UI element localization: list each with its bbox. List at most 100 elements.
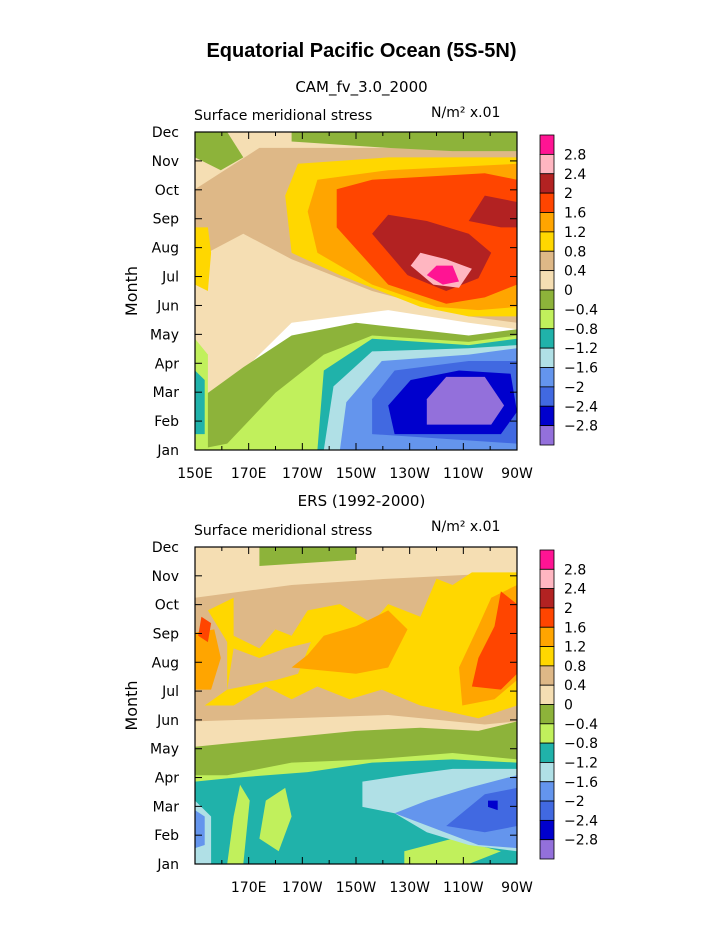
contour-region-21 (259, 547, 356, 566)
colorbar-label: 0.4 (564, 678, 586, 694)
colorbar-swatch (539, 549, 555, 570)
contour-region-8 (426, 265, 459, 285)
y-tick-label: Feb (154, 414, 179, 430)
y-tick-label: Jul (161, 684, 179, 700)
x-tick-label: 150W (336, 466, 377, 482)
colorbar-swatch (539, 192, 555, 213)
colorbar-label: −2.4 (564, 813, 598, 829)
colorbar-swatch (539, 173, 555, 194)
colorbar-label: −2 (564, 794, 585, 810)
colorbar-swatch (539, 626, 555, 647)
contour-region-5 (291, 610, 408, 674)
colorbar-swatch (539, 665, 555, 686)
x-tick-label: 170W (282, 880, 323, 896)
colorbar-label: −2 (564, 380, 585, 396)
x-tick-label: 170E (231, 466, 267, 482)
contour-region-6 (468, 195, 517, 228)
colorbar-1: 2.8 2.4 2 1.6 1.2 0.8 0.4 0 −0.4 −0.8 −1.2 −1.6 −2 −2… (539, 134, 598, 446)
y-tick-label: May (150, 327, 179, 343)
y-tick-label: Jun (156, 713, 179, 729)
colorbar-label: 0 (564, 698, 573, 714)
colorbar-label: 2 (564, 186, 573, 202)
y-tick-label: Jun (156, 298, 179, 314)
y-tick-label: Mar (153, 385, 180, 401)
contour-region-18 (488, 800, 498, 811)
y-tick-label: Aug (152, 655, 179, 671)
colorbar-swatch (539, 588, 555, 609)
y-tick-label: Jan (156, 857, 179, 873)
panel-2-variable-label: Surface meridional stress (194, 523, 373, 539)
colorbar-swatch (539, 328, 555, 349)
colorbar-swatch (539, 568, 555, 590)
y-axis-label: Month (122, 266, 141, 316)
y-tick-label: Oct (155, 598, 180, 614)
contour-panel-2: Jan Feb Mar Apr May Jun Jul Aug Sep Oct Nov Dec 170E… (122, 540, 533, 896)
contour-fills (195, 547, 517, 864)
contour-fills (195, 132, 517, 450)
contour-region-3 (227, 642, 311, 690)
colorbar-swatch (539, 367, 555, 388)
colorbar-swatch (539, 839, 555, 860)
contour-region-19 (426, 376, 505, 425)
colorbar-swatch (539, 723, 555, 744)
panel-2-title: ERS (1992-2000) (297, 492, 426, 510)
colorbar-swatch (539, 607, 555, 628)
colorbar-label: −1.6 (564, 361, 598, 377)
panel-1-variable-label: Surface meridional stress (194, 108, 373, 124)
colorbar-swatch (539, 347, 555, 368)
colorbar-swatch (539, 781, 555, 802)
colorbar-label: −2.4 (564, 399, 598, 415)
contour-region-8 (198, 616, 212, 643)
contour-region-23 (195, 227, 212, 291)
x-tick-label: 90W (501, 880, 533, 896)
y-tick-label: May (150, 742, 179, 758)
colorbar-label: 0.4 (564, 264, 586, 280)
colorbar-label: 2.8 (564, 147, 586, 163)
colorbar-label: 2 (564, 601, 573, 617)
colorbar-swatch (539, 684, 555, 705)
contour-region-20 (195, 810, 205, 849)
colorbar-swatch (539, 308, 555, 330)
contour-region-11 (291, 132, 517, 152)
contour-region-7 (471, 591, 517, 690)
x-tick-label: 130W (389, 466, 430, 482)
colorbar-label: 2.4 (564, 167, 586, 183)
x-tick-label: 90W (501, 466, 533, 482)
colorbar-label: 0.8 (564, 244, 586, 260)
colorbar-swatch (539, 742, 555, 763)
x-tick-label: 130W (389, 880, 430, 896)
colorbar-label: 0.8 (564, 659, 586, 675)
colorbar-label: 1.6 (564, 620, 586, 636)
colorbar-label: 1.2 (564, 640, 586, 656)
colorbar-swatch (539, 704, 555, 725)
x-tick-label: 110W (443, 466, 484, 482)
colorbar-swatch (539, 212, 555, 233)
colorbar-label: −0.4 (564, 717, 598, 733)
contour-region-13 (259, 787, 292, 852)
colorbar-swatch (539, 231, 555, 252)
y-tick-label: Nov (152, 154, 179, 170)
y-tick-label: Sep (153, 626, 180, 642)
colorbar-swatch (539, 819, 555, 841)
y-tick-label: Jul (161, 270, 179, 286)
y-tick-label: Sep (153, 212, 180, 228)
colorbar-label: 0 (564, 283, 573, 299)
colorbar-label: −0.8 (564, 322, 598, 338)
y-tick-label: Jan (156, 443, 179, 459)
colorbar-swatch (539, 270, 555, 291)
y-tick-label: Dec (152, 540, 179, 556)
colorbar-label: 2.4 (564, 582, 586, 598)
panel-1-title: CAM_fv_3.0_2000 (295, 78, 428, 96)
colorbar-swatch (539, 153, 555, 175)
panel-1-units: N/m² x.01 (431, 105, 501, 121)
colorbar-swatch (539, 289, 555, 310)
contour-region-10 (195, 132, 244, 171)
colorbar-swatch (539, 800, 555, 821)
contour-region-4 (195, 629, 221, 690)
colorbar-label: −0.4 (564, 302, 598, 318)
y-tick-label: Apr (155, 771, 179, 787)
y-axis-label: Month (122, 680, 141, 730)
y-tick-label: Feb (154, 828, 179, 844)
contour-panel-1: Jan Feb Mar Apr May Jun Jul Aug Sep Oct Nov Dec 150E… (122, 125, 533, 482)
